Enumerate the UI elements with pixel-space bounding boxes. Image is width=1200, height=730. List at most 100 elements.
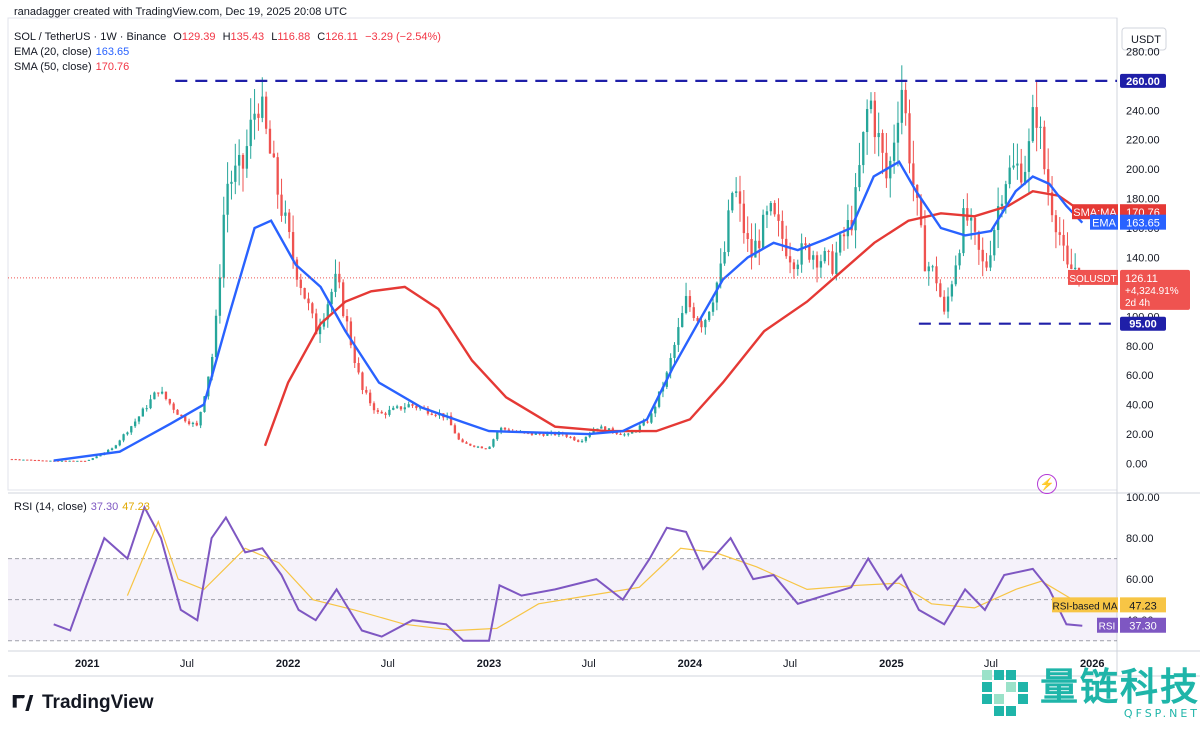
candle-body xyxy=(299,279,302,289)
candle-body xyxy=(37,460,40,462)
candle-body xyxy=(318,326,322,335)
open-value: 129.39 xyxy=(181,31,216,43)
candle-body xyxy=(345,316,349,322)
candle-body xyxy=(912,163,915,185)
candle-body xyxy=(280,194,283,216)
candle-body xyxy=(95,456,98,459)
candle-body xyxy=(862,132,865,166)
candle-body xyxy=(954,265,957,285)
candle-body xyxy=(877,133,880,138)
sma-legend[interactable]: SMA (50, close) 170.76 xyxy=(14,61,130,73)
candle-body xyxy=(530,433,534,435)
candle-body xyxy=(361,372,364,390)
ema-legend[interactable]: EMA (20, close) 163.65 xyxy=(14,46,130,58)
candle-body xyxy=(64,460,67,462)
candle-body xyxy=(688,296,692,308)
candle-body xyxy=(157,392,160,394)
candle-body xyxy=(133,421,137,427)
candle-body xyxy=(1012,165,1015,168)
symbol-title: SOL / TetherUS · 1W · Binance xyxy=(14,31,167,43)
candle-body xyxy=(900,89,903,123)
candle-body xyxy=(854,187,857,231)
candle-body xyxy=(449,415,453,426)
candle-body xyxy=(657,391,661,407)
candle-body xyxy=(145,408,148,410)
candle-body xyxy=(708,311,711,320)
candle-body xyxy=(388,409,391,415)
tradingview-logo[interactable]: TradingView xyxy=(10,692,154,714)
candle-body xyxy=(172,403,175,410)
candle-body xyxy=(758,240,761,249)
candle-body xyxy=(83,460,87,462)
time-tick-label: Jul xyxy=(180,658,194,670)
ema-value-label: 163.65 xyxy=(1126,218,1160,230)
candle-body xyxy=(754,240,757,258)
candle-body xyxy=(777,214,780,221)
candle-body xyxy=(184,416,187,422)
candle-body xyxy=(823,251,826,262)
candle-body xyxy=(180,414,183,417)
candle-body xyxy=(1058,232,1061,235)
candle-body xyxy=(885,152,888,179)
candle-body xyxy=(565,434,568,437)
candle-body xyxy=(218,277,222,316)
candle-body xyxy=(191,422,195,425)
candle-body xyxy=(434,414,437,416)
candle-body xyxy=(295,259,299,280)
candle-body xyxy=(45,460,48,462)
rsi-legend[interactable]: RSI (14, close) 37.30 47.23 xyxy=(14,501,150,513)
candle-body xyxy=(72,460,75,462)
candle-body xyxy=(542,434,545,436)
candle-body xyxy=(137,416,141,422)
candle-body xyxy=(10,459,14,461)
price-tick-label: 80.00 xyxy=(1126,341,1154,353)
candle-body xyxy=(407,404,410,408)
lightning-icon[interactable]: ⚡ xyxy=(1037,474,1057,494)
time-tick-label: 2025 xyxy=(879,658,903,670)
candle-body xyxy=(569,436,572,438)
candle-body xyxy=(307,298,310,304)
candle-body xyxy=(110,448,114,450)
candle-body xyxy=(1054,215,1058,233)
candle-body xyxy=(580,440,584,442)
candle-body xyxy=(800,243,803,265)
candle-body xyxy=(839,234,842,253)
candle-body xyxy=(600,426,603,429)
candle-body xyxy=(26,459,29,461)
candle-body xyxy=(865,109,869,133)
candle-body xyxy=(727,210,730,253)
candle-body xyxy=(403,407,406,410)
candle-body xyxy=(160,391,164,394)
candle-body xyxy=(812,255,815,260)
ema-tag: EMA xyxy=(1092,218,1117,230)
candle-body xyxy=(507,429,510,432)
candle-body xyxy=(330,291,333,305)
candle-body xyxy=(488,446,491,449)
candle-body xyxy=(107,449,110,453)
candle-body xyxy=(338,273,341,283)
candle-body xyxy=(607,428,611,432)
candle-body xyxy=(973,217,977,232)
candle-body xyxy=(272,153,275,158)
candle-body xyxy=(858,165,861,188)
candle-body xyxy=(349,321,353,346)
rsi-value-box xyxy=(1120,617,1166,633)
ema-tag-box xyxy=(1090,214,1118,230)
sma-line xyxy=(263,189,1083,447)
candle-body xyxy=(126,432,129,435)
tradingview-icon xyxy=(12,695,34,711)
candle-body xyxy=(746,233,749,240)
candle-body xyxy=(704,319,707,328)
candle-body xyxy=(1016,163,1019,166)
candle-body xyxy=(627,433,630,435)
candle-body xyxy=(588,433,591,437)
last-price-change: +4,324.91% xyxy=(1125,286,1179,297)
candle-body xyxy=(288,212,291,233)
candle-body xyxy=(592,429,595,434)
ohlc-legend[interactable]: SOL / TetherUS · 1W · Binance O129.39 H1… xyxy=(14,31,441,43)
candle-body xyxy=(669,357,672,373)
candle-body xyxy=(29,459,33,461)
candle-body xyxy=(873,100,876,138)
candle-body xyxy=(715,282,719,303)
